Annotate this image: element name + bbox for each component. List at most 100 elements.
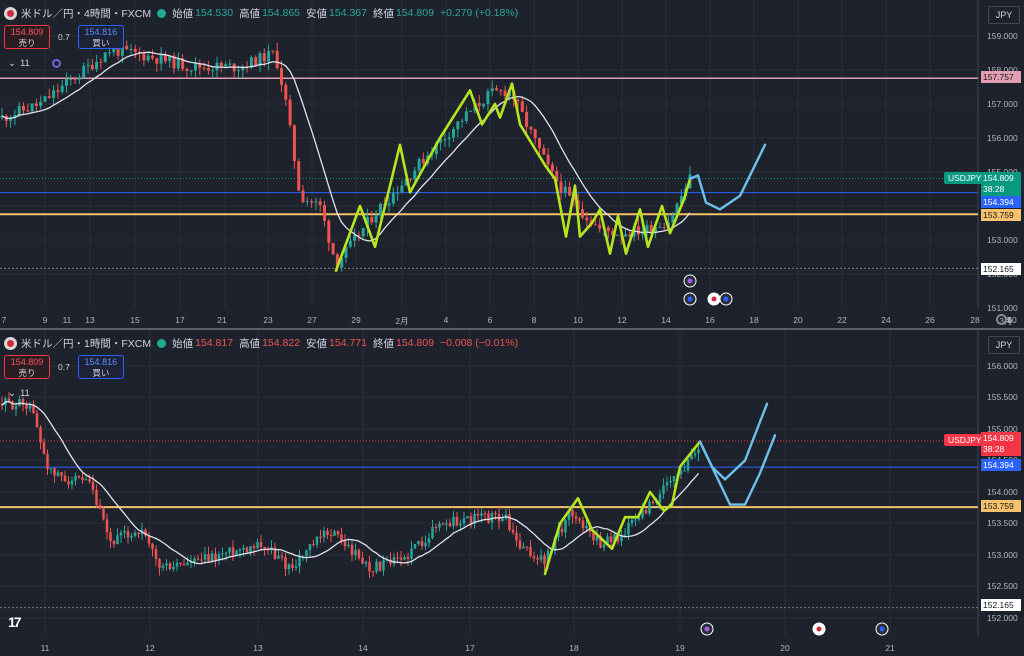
candle: [335, 254, 339, 268]
collapse-chevron-icon[interactable]: ⌄: [8, 388, 16, 399]
candle: [49, 468, 53, 470]
candle: [431, 526, 434, 539]
candle: [409, 178, 412, 180]
candle: [116, 535, 119, 545]
time-tick-label: 16: [705, 315, 715, 325]
candle: [662, 485, 665, 495]
candle: [452, 516, 455, 527]
chart-pane-1h[interactable]: 米ドル／円・1時間・FXCM 始値 154.817 高値 154.822 安値 154…: [0, 330, 1024, 656]
usdjpy-flag-icon: [4, 6, 17, 20]
candle: [9, 118, 13, 121]
candle: [130, 535, 133, 538]
candle: [452, 129, 455, 138]
candle: [406, 557, 410, 559]
candle: [252, 546, 256, 549]
candle: [312, 543, 315, 545]
chart-settings-gear-icon[interactable]: [996, 314, 1007, 325]
buy-button[interactable]: 154.816 買い: [77, 355, 124, 379]
candle: [22, 106, 25, 111]
candle: [202, 67, 206, 69]
candle: [410, 548, 413, 559]
candle: [207, 554, 210, 562]
candle: [371, 571, 375, 573]
candle: [215, 62, 219, 71]
candle: [196, 558, 200, 560]
candle: [224, 64, 228, 67]
candle: [241, 66, 245, 71]
time-tick-label: 11: [40, 643, 50, 653]
candle: [343, 541, 347, 547]
price-tick-label: 154.000: [987, 487, 1018, 497]
candle: [581, 520, 585, 529]
chart-pane-4h[interactable]: 米ドル／円・4時間・FXCM 始値 154.530 高値 154.865 安値 154…: [0, 0, 1024, 328]
sell-button[interactable]: 154.809 売り: [4, 355, 50, 379]
candle: [421, 158, 425, 164]
candle: [81, 477, 84, 480]
candle: [147, 535, 151, 544]
symbol-title[interactable]: 米ドル／円・1時間・FXCM: [21, 337, 152, 350]
candle: [186, 562, 189, 566]
candle: [292, 125, 296, 162]
high-label: 高値: [239, 337, 261, 350]
chart-canvas-4h[interactable]: [0, 0, 1024, 328]
candle: [585, 217, 589, 221]
candle: [242, 547, 245, 550]
market-open-indicator: [157, 8, 167, 18]
sell-button[interactable]: 154.809 売り: [4, 25, 50, 49]
symbol-title[interactable]: 米ドル／円・4時間・FXCM: [21, 7, 152, 20]
candle: [482, 104, 486, 107]
candle: [18, 398, 21, 407]
candle: [53, 468, 56, 476]
candle: [254, 57, 258, 66]
candle: [459, 523, 462, 526]
pane-divider[interactable]: [0, 328, 1024, 330]
indicator-legend[interactable]: ⌄ 11: [8, 58, 61, 69]
candle: [25, 405, 28, 409]
candle: [108, 52, 111, 54]
candle: [578, 518, 581, 521]
candle: [672, 476, 676, 481]
currency-selector[interactable]: JPY: [988, 336, 1020, 354]
candle: [119, 532, 123, 536]
candle: [375, 561, 378, 572]
price-tick-label: 156.000: [987, 133, 1018, 143]
indicator-count: 11: [19, 58, 30, 69]
candle: [65, 79, 68, 86]
candle: [17, 106, 21, 115]
candle: [464, 111, 468, 121]
candle: [543, 555, 546, 565]
candle: [323, 204, 326, 221]
chart-canvas-1h[interactable]: [0, 330, 1024, 656]
collapse-chevron-icon[interactable]: ⌄: [8, 58, 16, 69]
candle: [473, 513, 476, 524]
candle: [210, 553, 214, 562]
time-tick-label: 18: [749, 315, 759, 325]
time-tick-label: 21: [885, 643, 895, 653]
close-label: 終値: [373, 337, 394, 350]
candle: [193, 558, 196, 562]
candle: [206, 67, 210, 71]
indicator-legend[interactable]: ⌄ 11: [8, 388, 30, 399]
blue-forecast-drawing: [698, 434, 777, 506]
orange-line-label: 153.759: [981, 209, 1021, 221]
candle: [319, 536, 322, 538]
candle: [455, 516, 459, 526]
time-tick-label: 13: [253, 643, 263, 653]
time-tick-label: 4: [443, 315, 449, 325]
candle: [595, 536, 599, 541]
blue-forecast-drawing: [698, 402, 769, 481]
candle: [515, 532, 518, 541]
candle: [378, 561, 382, 571]
currency-selector[interactable]: JPY: [988, 6, 1020, 24]
candle: [508, 514, 511, 530]
candle: [686, 459, 690, 471]
close-value: 154.809: [396, 337, 434, 349]
buy-button[interactable]: 154.816 買い: [77, 25, 124, 49]
candle: [56, 472, 60, 476]
symbol-price-tag: USDJPY: [944, 172, 986, 184]
indicator-settings-icon[interactable]: [51, 59, 61, 68]
candle: [315, 536, 319, 545]
candle: [318, 201, 322, 205]
candle: [630, 519, 634, 524]
tradingview-logo[interactable]: 17: [8, 614, 22, 630]
